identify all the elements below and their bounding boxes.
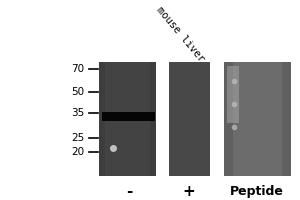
Text: Peptide: Peptide: [230, 185, 284, 198]
Text: 20: 20: [71, 147, 84, 157]
Bar: [224, 62, 291, 176]
Bar: [102, 112, 154, 121]
Text: mouse liver: mouse liver: [154, 5, 206, 64]
Text: 25: 25: [71, 133, 84, 143]
Text: 70: 70: [71, 64, 84, 74]
Bar: [169, 62, 210, 176]
Bar: [232, 62, 282, 176]
Text: +: +: [183, 184, 195, 199]
Bar: [105, 62, 150, 176]
Text: 35: 35: [71, 108, 84, 118]
Text: 50: 50: [71, 87, 84, 97]
Bar: [226, 66, 238, 123]
Bar: [99, 62, 156, 176]
Text: -: -: [126, 184, 132, 199]
